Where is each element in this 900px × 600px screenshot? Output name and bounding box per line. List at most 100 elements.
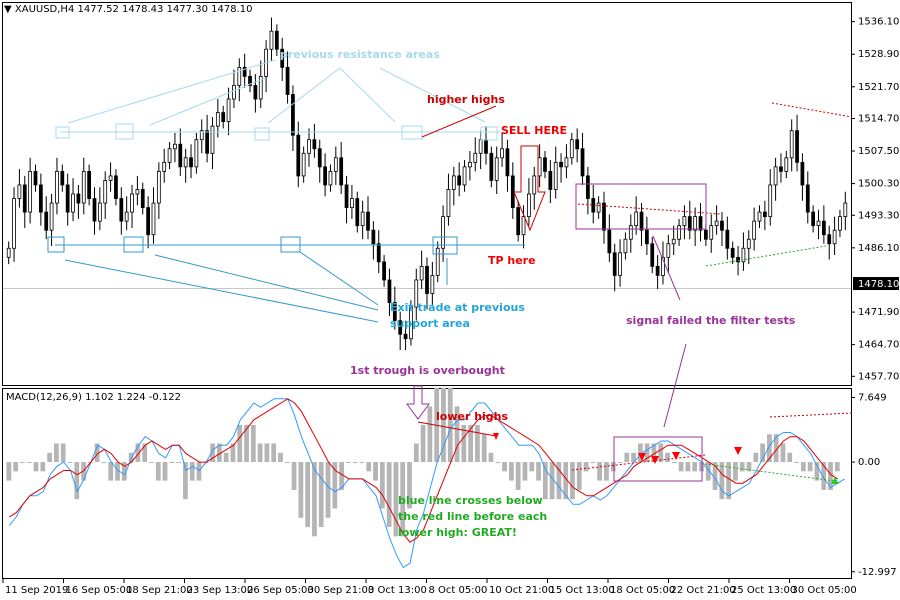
- bear-candle: [575, 139, 580, 150]
- histogram-bar: [26, 462, 32, 464]
- price-panel-frame: [2, 2, 852, 386]
- bull-candle: [28, 170, 33, 213]
- pointer-line: [339, 67, 396, 123]
- bull-candle: [258, 75, 263, 100]
- histogram-bar: [155, 462, 161, 481]
- bear-candle: [489, 152, 494, 181]
- bear-candle: [762, 211, 767, 218]
- histogram-bar: [223, 452, 229, 463]
- bear-candle: [602, 202, 606, 231]
- bull-candle: [596, 202, 601, 213]
- annotations-layer: previous resistance areas higher highs S…: [47, 48, 853, 539]
- support-box: [123, 236, 144, 253]
- bull-candle: [741, 247, 746, 263]
- bull-candle: [108, 175, 113, 181]
- bear-candle: [317, 148, 322, 168]
- price-tick-label: 1528.90: [858, 49, 899, 60]
- bear-candle: [178, 143, 183, 168]
- bear-candle: [650, 243, 655, 267]
- pointer-line: [154, 254, 379, 311]
- bear-candle: [425, 265, 429, 294]
- bull-candle: [237, 66, 242, 86]
- bull-candle: [232, 85, 236, 100]
- bull-candle: [49, 202, 54, 231]
- histogram-bar: [312, 462, 317, 537]
- histogram-bar: [638, 443, 643, 463]
- current-price-label: 1478.10: [858, 279, 899, 290]
- bull-candle: [682, 216, 687, 227]
- bear-candle: [65, 184, 70, 213]
- bear-candle: [323, 166, 327, 186]
- bear-candle: [645, 229, 649, 245]
- histogram-bar: [780, 443, 786, 463]
- bull-candle: [6, 247, 11, 258]
- histogram-bar: [597, 462, 603, 481]
- annotation-exit-trade-line1: Exit trade at previous: [390, 301, 525, 314]
- histogram-bar: [149, 462, 154, 464]
- histogram-bar: [658, 443, 664, 463]
- bull-candle: [301, 152, 306, 177]
- histogram-bar: [610, 462, 616, 472]
- higher-highs-line: [421, 105, 497, 138]
- bear-candle: [119, 198, 124, 222]
- histogram-bar: [101, 462, 107, 464]
- bear-candle: [221, 112, 226, 123]
- bear-candle: [376, 243, 381, 263]
- bull-candle: [623, 238, 628, 254]
- bear-candle: [60, 170, 65, 186]
- histogram-bar: [94, 443, 100, 463]
- annotation-blue-line-2: the red line before each: [398, 510, 547, 523]
- time-tick-label: 18 Oct 05:00: [610, 585, 675, 596]
- bull-candle: [446, 189, 451, 218]
- green-divergence-line: [705, 245, 827, 267]
- histogram-bar: [237, 424, 243, 463]
- pointer-line: [67, 59, 276, 124]
- bull-candle: [838, 216, 842, 231]
- bull-candle: [843, 202, 848, 218]
- bull-candle: [634, 211, 639, 227]
- time-tick-label: 3 Oct 13:00: [368, 585, 427, 596]
- bull-candle: [553, 161, 558, 190]
- bull-candle: [564, 157, 569, 168]
- histogram-bar: [217, 443, 222, 463]
- bull-candle: [746, 238, 751, 249]
- current-price-box: [853, 277, 899, 291]
- bull-candle: [832, 229, 837, 245]
- bull-candle: [360, 211, 365, 227]
- bear-candle: [392, 302, 397, 322]
- histogram-bar: [427, 406, 433, 463]
- bull-candle: [151, 202, 156, 236]
- time-tick-label: 30 Oct 05:00: [792, 585, 857, 596]
- bear-candle: [457, 175, 462, 186]
- pointer-line: [299, 251, 379, 306]
- histogram-bar: [529, 462, 535, 472]
- histogram-bar: [739, 462, 745, 472]
- annotation-lower-highs: lower highs: [436, 410, 509, 423]
- pointer-line: [652, 235, 681, 301]
- price-tick-label: 1486.10: [858, 243, 899, 254]
- bull-candle: [130, 193, 134, 213]
- sell-arrow: [513, 145, 546, 232]
- histogram-bar: [244, 424, 249, 463]
- bull-candle: [661, 256, 665, 276]
- histogram-bar: [210, 443, 215, 463]
- down-arrow-marker: [493, 433, 499, 440]
- histogram-bar: [373, 462, 378, 481]
- bear-candle: [253, 85, 258, 100]
- bull-candle: [500, 148, 504, 159]
- price-tick-label: 1464.70: [858, 340, 899, 351]
- bull-candle: [215, 112, 220, 127]
- macd-panel-header: MACD(12,26,9) 1.102 1.224 -0.122: [6, 392, 181, 403]
- bull-candle: [333, 157, 338, 172]
- histogram-bar: [33, 462, 39, 472]
- bull-candle: [103, 180, 108, 204]
- bull-candle: [81, 170, 86, 204]
- histogram-bar: [705, 462, 711, 481]
- pointer-line: [379, 67, 486, 123]
- bear-candle: [805, 184, 810, 213]
- histogram-bar: [481, 434, 487, 463]
- bull-candle: [124, 211, 129, 222]
- histogram-bar: [20, 462, 25, 464]
- histogram-bar: [60, 443, 66, 463]
